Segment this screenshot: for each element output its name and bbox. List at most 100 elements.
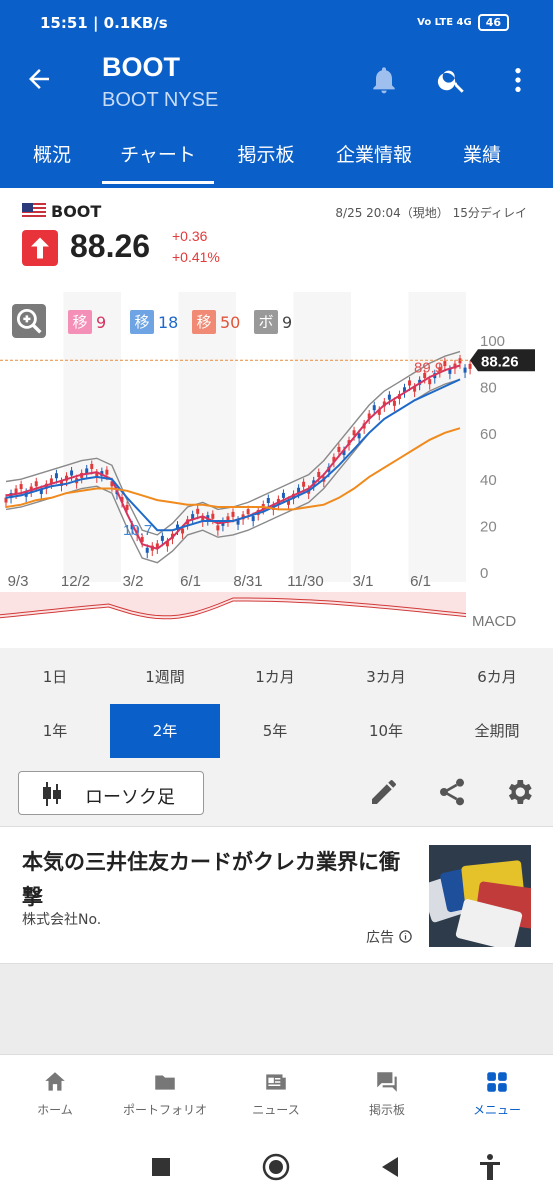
period-1y[interactable]: 1年 — [42, 722, 68, 740]
ad-title[interactable]: 本気の三井住友カードがクレカ業界に衝撃 — [22, 850, 400, 909]
chart-canvas[interactable]: 100 80 60 40 20 0 9/3 12/2 3/2 6/1 8/31 11/30 3/1 6/1… — [0, 292, 553, 648]
nav-portfolio[interactable]: ポートフォリオ — [110, 1069, 220, 1118]
back-button[interactable] — [24, 64, 54, 100]
tab-company[interactable]: 企業情報 — [335, 144, 412, 166]
y-tick-label: 20 — [480, 519, 497, 536]
pencil-icon[interactable] — [368, 776, 400, 808]
content-placeholder — [0, 964, 553, 1054]
candle-body — [251, 516, 255, 522]
candle-body — [90, 463, 94, 469]
y-tick-label: 100 — [480, 333, 505, 350]
ad-image[interactable] — [429, 845, 531, 947]
period-selector: 1日 1週間 1カ月 3カ月 6カ月 1年 2年 5年 10年 全期間 — [0, 648, 553, 768]
candle-body — [191, 514, 195, 520]
period-1w[interactable]: 1週間 — [145, 668, 185, 686]
ad-label[interactable]: 広告 — [366, 927, 413, 947]
nav-portfolio-label: ポートフォリオ — [122, 1103, 207, 1117]
x-tick-label: 11/30 — [287, 573, 323, 590]
candle-body — [54, 473, 58, 479]
more-vert-icon[interactable] — [502, 64, 534, 96]
legend-value: 18 — [158, 312, 179, 332]
period-2y[interactable]: 2年 — [110, 704, 220, 758]
nav-menu-label: メニュー — [472, 1103, 521, 1117]
candle-body — [403, 387, 407, 393]
share-icon[interactable] — [436, 776, 468, 808]
candle-body — [19, 484, 23, 490]
candle-body — [231, 511, 235, 517]
nav-home[interactable]: ホーム — [0, 1069, 110, 1118]
gear-icon[interactable] — [503, 776, 535, 808]
nav-menu[interactable]: メニュー — [442, 1069, 552, 1118]
annotation-low: 10.7 — [123, 522, 152, 539]
ad-card[interactable]: 本気の三井住友カードがクレカ業界に衝撃 株式会社No. 広告 — [0, 826, 553, 964]
accessibility-icon[interactable] — [478, 1153, 502, 1181]
candle-body — [357, 433, 361, 439]
chart-toolbar: ローソク足 — [0, 768, 553, 826]
period-10y[interactable]: 10年 — [368, 722, 404, 740]
period-all[interactable]: 全期間 — [474, 722, 520, 740]
macd-signal-line — [0, 600, 467, 620]
candle-body — [317, 472, 321, 478]
legend-ma18[interactable]: 移 18 — [130, 308, 178, 336]
price-chart[interactable]: 100 80 60 40 20 0 9/3 12/2 3/2 6/1 8/31 11/30 3/1 6/1… — [0, 292, 553, 648]
tab-earnings[interactable]: 業績 — [462, 144, 501, 166]
current-price-label: 88.26 — [481, 353, 519, 370]
ad-source: 株式会社No. — [22, 912, 102, 928]
tab-bar: 概況 チャート 掲示板 企業情報 業績 — [0, 136, 553, 188]
candle-body — [463, 367, 467, 373]
candle-body — [342, 450, 346, 456]
candle-body — [140, 536, 144, 542]
candle-body — [110, 481, 114, 487]
nav-news[interactable]: ニュース — [221, 1069, 331, 1118]
candle-body — [438, 367, 442, 373]
nav-board[interactable]: 掲示板 — [332, 1069, 442, 1118]
candle-body — [297, 487, 301, 493]
tab-overview[interactable]: 概況 — [32, 144, 71, 166]
candle-body — [216, 525, 220, 531]
candle-body — [39, 489, 43, 495]
candle-body — [160, 535, 164, 541]
candle-body — [70, 470, 74, 476]
news-icon — [266, 1074, 286, 1090]
quote-header: BOOT 8/25 20:04（現地） 15分ディレイ 88.26 +0.36 … — [0, 188, 553, 292]
tab-chart[interactable]: チャート — [102, 140, 214, 184]
price-change-pct: +0.41% — [172, 249, 220, 265]
candle-body — [196, 508, 200, 514]
page-title: BOOT — [102, 52, 180, 82]
period-1m[interactable]: 1カ月 — [255, 668, 295, 686]
macd-area — [0, 592, 466, 619]
period-1d[interactable]: 1日 — [42, 668, 68, 686]
us-flag-icon — [22, 203, 46, 219]
status-right: Vo LTE 4G 46 — [417, 14, 509, 31]
zoom-button[interactable] — [12, 304, 46, 338]
recents-button[interactable] — [152, 1158, 170, 1176]
legend-value: 9 — [282, 312, 293, 332]
chart-type-button[interactable]: ローソク足 — [18, 771, 204, 815]
home-button[interactable] — [262, 1153, 290, 1181]
candle-body — [211, 513, 215, 519]
candle-body — [286, 499, 290, 505]
app-bar: BOOT BOOT NYSE — [0, 42, 553, 136]
candle-body — [4, 497, 8, 503]
period-5y[interactable]: 5年 — [262, 722, 288, 740]
candle-body — [448, 368, 452, 374]
chart-band — [63, 292, 121, 582]
candle-body — [246, 509, 250, 515]
bell-icon[interactable] — [368, 64, 400, 96]
home-icon — [45, 1072, 65, 1091]
candle-body — [49, 478, 53, 484]
candle-body — [176, 524, 180, 530]
search-icon[interactable] — [436, 64, 468, 96]
back-nav-button[interactable] — [380, 1156, 400, 1178]
legend-ma50[interactable]: 移 50 — [192, 308, 240, 336]
y-tick-label: 80 — [480, 379, 497, 396]
period-3m[interactable]: 3カ月 — [366, 668, 406, 686]
candle-body — [120, 497, 124, 503]
tab-board[interactable]: 掲示板 — [237, 144, 295, 166]
status-bar: 15:51 | 0.1KB/s Vo LTE 4G 46 — [0, 0, 553, 42]
nav-news-label: ニュース — [252, 1103, 300, 1117]
zoom-in-icon — [16, 308, 42, 334]
period-6m[interactable]: 6カ月 — [477, 668, 517, 686]
